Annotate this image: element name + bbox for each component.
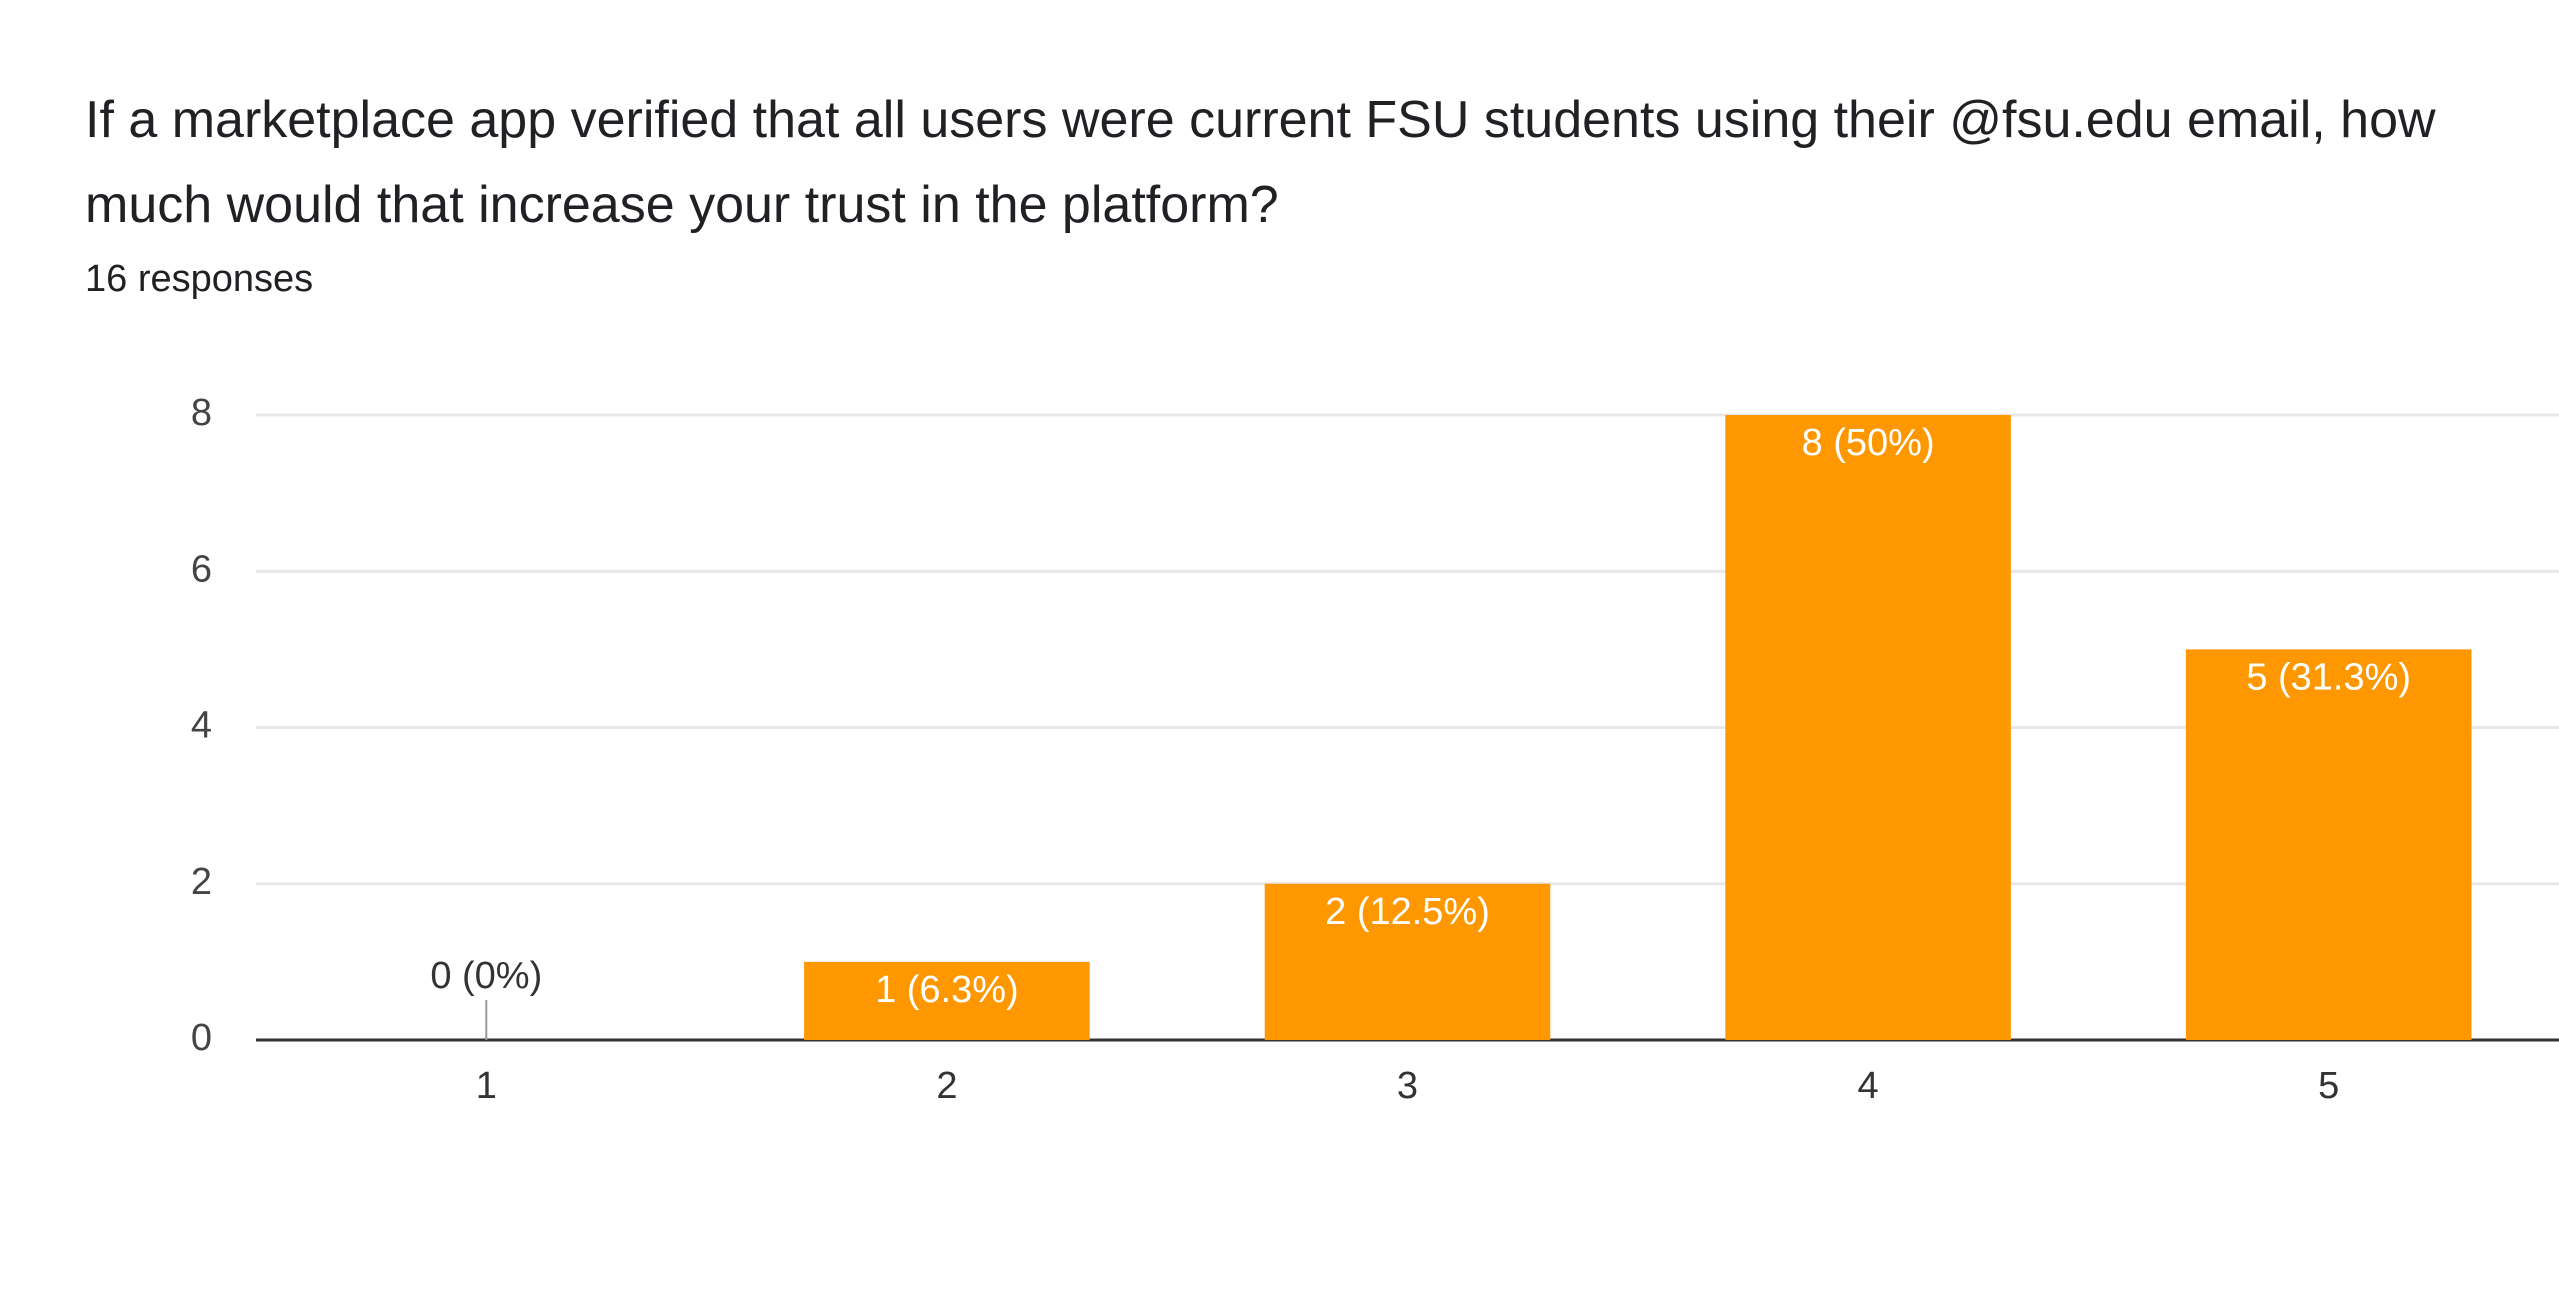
response-count: 16 responses bbox=[85, 258, 314, 300]
data-label: 0 (0%) bbox=[430, 955, 542, 997]
x-tick-label: 1 bbox=[476, 1065, 497, 1107]
data-label: 1 (6.3%) bbox=[875, 969, 1019, 1011]
y-tick-label: 2 bbox=[191, 861, 212, 903]
data-label: 8 (50%) bbox=[1802, 422, 1935, 464]
bar bbox=[804, 961, 1090, 1040]
y-tick-label: 4 bbox=[191, 705, 212, 747]
x-tick-label: 3 bbox=[1397, 1065, 1418, 1107]
y-tick-label: 6 bbox=[191, 548, 212, 590]
bar bbox=[2185, 649, 2472, 1040]
y-tick-label: 8 bbox=[191, 392, 212, 434]
x-tick-label: 5 bbox=[2318, 1065, 2339, 1107]
bar bbox=[1264, 883, 1551, 1040]
x-tick-label: 2 bbox=[936, 1065, 957, 1107]
bar bbox=[1725, 415, 2011, 1040]
y-tick-label: 0 bbox=[191, 1017, 212, 1059]
chart-title: If a marketplace app verified that all u… bbox=[85, 91, 2436, 234]
x-tick-label: 4 bbox=[1858, 1065, 1879, 1107]
data-label: 5 (31.3%) bbox=[2246, 656, 2411, 698]
data-label: 2 (12.5%) bbox=[1325, 891, 1490, 933]
